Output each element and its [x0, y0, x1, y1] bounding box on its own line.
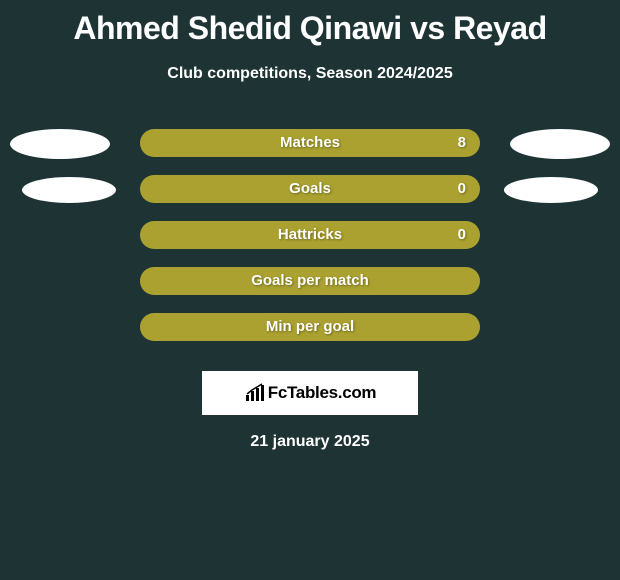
bar-value: 0	[458, 175, 466, 203]
logo-text: FcTables.com	[268, 383, 377, 403]
date-stamp: 21 january 2025	[0, 433, 620, 451]
bars-container: Matches8Goals0Hattricks0Goals per matchM…	[0, 119, 620, 349]
bar-value: 0	[458, 221, 466, 249]
bar-row: Hattricks0	[0, 211, 620, 257]
chart-canvas: Ahmed Shedid Qinawi vs Reyad Club compet…	[0, 0, 620, 580]
left-ellipse	[10, 129, 110, 159]
right-ellipse	[510, 129, 610, 159]
bar-label: Goals	[140, 175, 480, 203]
source-logo: FcTables.com	[202, 371, 418, 415]
chart-title: Ahmed Shedid Qinawi vs Reyad	[0, 0, 620, 47]
bar-label: Hattricks	[140, 221, 480, 249]
bar-row: Goals0	[0, 165, 620, 211]
bar-label: Min per goal	[140, 313, 480, 341]
bar-label: Matches	[140, 129, 480, 157]
bar-label: Goals per match	[140, 267, 480, 295]
bar-row: Goals per match	[0, 257, 620, 303]
chart-subtitle: Club competitions, Season 2024/2025	[0, 65, 620, 83]
bar-row: Matches8	[0, 119, 620, 165]
left-ellipse	[22, 177, 116, 203]
bar-row: Min per goal	[0, 303, 620, 349]
right-ellipse	[504, 177, 598, 203]
logo-chart-icon	[244, 383, 266, 403]
bar-value: 8	[458, 129, 466, 157]
